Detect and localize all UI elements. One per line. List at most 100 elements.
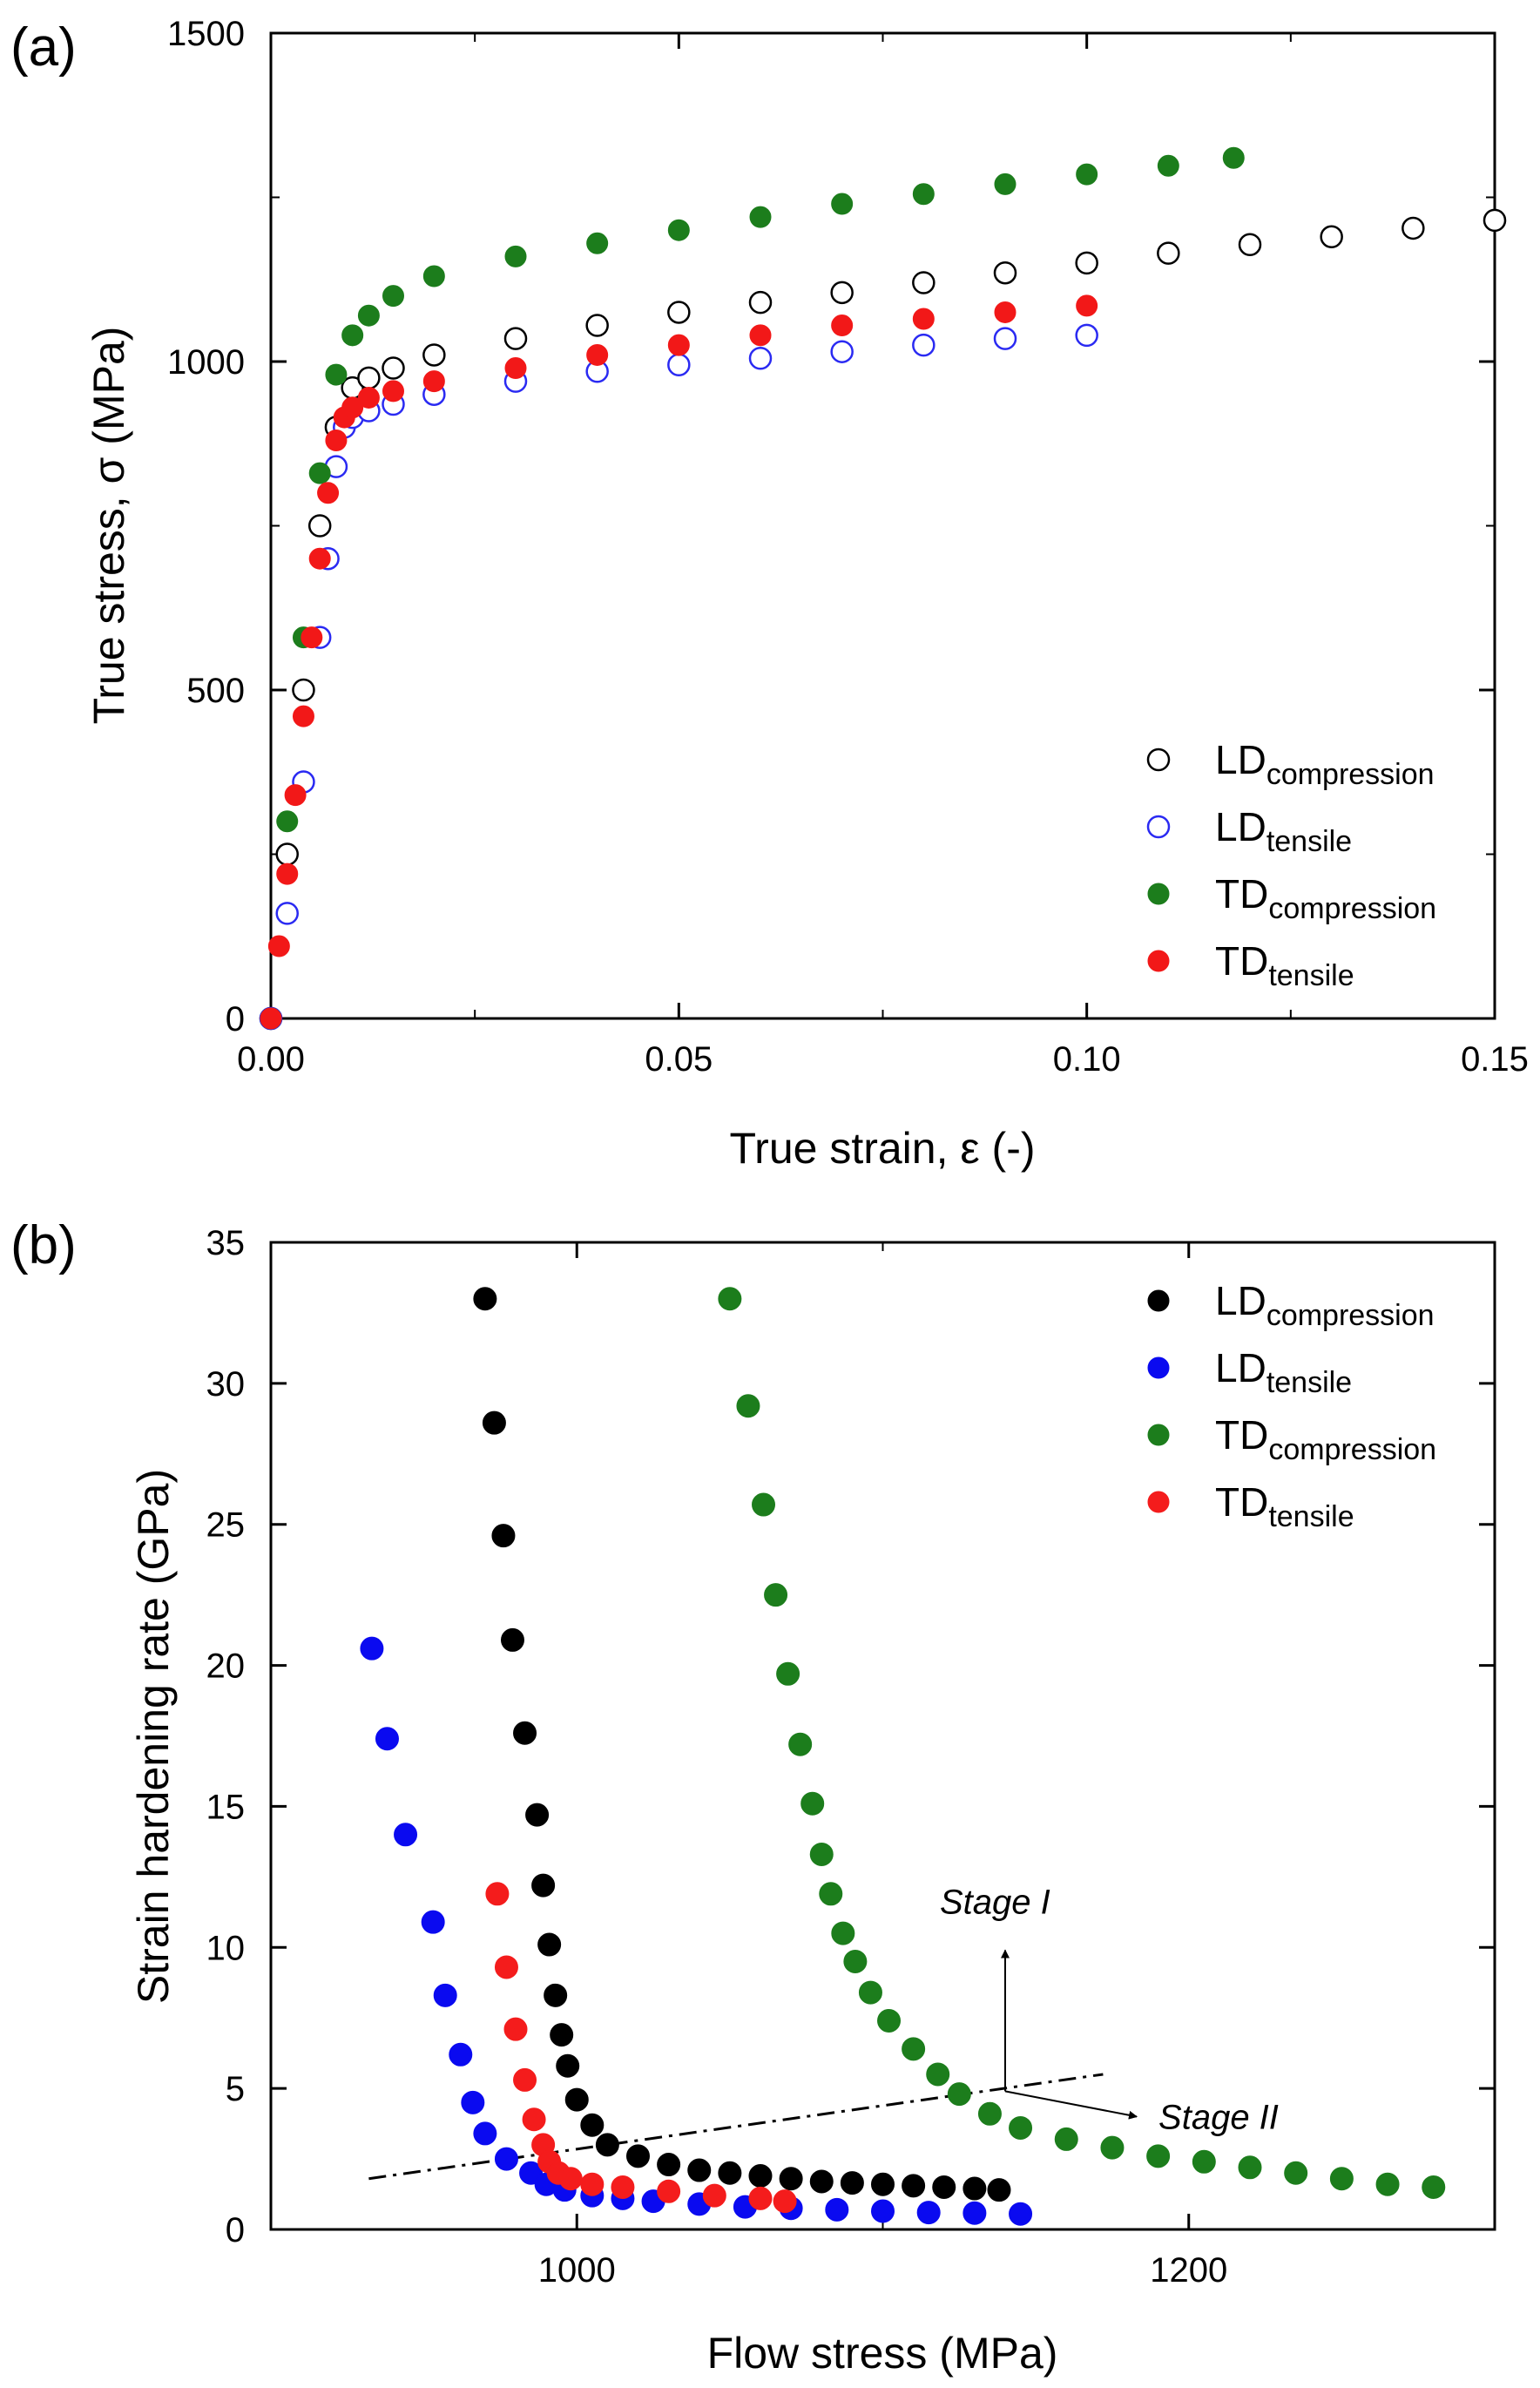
x-tick-label: 0.00	[237, 1040, 305, 1079]
series-ld_tens	[259, 323, 1098, 1031]
data-point-ld_comp	[912, 271, 935, 294]
legend-marker-ld_comp	[1146, 748, 1171, 772]
data-point-ld_comp	[1483, 208, 1507, 233]
data-point-td_comp	[357, 304, 380, 327]
data-point-ld_tens	[461, 2090, 485, 2114]
data-point-ld_comp	[687, 2158, 712, 2182]
series-ld_comp	[473, 1287, 1011, 2202]
data-point-td_comp	[1100, 2135, 1125, 2160]
data-point-td_tens	[292, 705, 314, 727]
data-point-td_comp	[667, 219, 690, 241]
data-point-ld_comp	[382, 356, 405, 380]
data-point-td_comp	[776, 1661, 800, 1686]
legend-marker-ld_comp	[1147, 1289, 1170, 1312]
data-point-td_comp	[800, 1791, 825, 1816]
data-point-ld_comp	[307, 514, 332, 538]
data-point-ld_comp	[503, 327, 528, 350]
panel-a-frame	[269, 31, 1496, 1020]
data-point-ld_comp	[871, 2172, 895, 2196]
data-point-ld_comp	[1320, 225, 1343, 248]
x-tick-label: 0.05	[645, 1040, 713, 1079]
data-point-td_comp	[504, 245, 527, 267]
data-point-ld_tens	[667, 353, 691, 377]
data-point-ld_comp	[292, 678, 315, 702]
y-tick-label: 25	[206, 1506, 246, 1545]
data-point-ld_comp	[580, 2113, 605, 2137]
data-point-td_tens	[773, 2189, 797, 2214]
data-point-ld_tens	[1075, 323, 1098, 348]
data-point-ld_comp	[564, 2087, 589, 2112]
data-point-td_tens	[586, 343, 609, 366]
data-point-td_comp	[1192, 2149, 1216, 2174]
data-point-ld_comp	[667, 301, 691, 324]
data-point-ld_comp	[1157, 241, 1180, 265]
data-point-ld_tens	[962, 2201, 987, 2225]
data-point-td_comp	[382, 285, 404, 308]
panel-b-axis-ticks: 1000 1200 0 5 10 15 20 25 30 35	[206, 1224, 1496, 2290]
y-tick-label: 500	[186, 672, 245, 710]
data-point-td_comp	[764, 1583, 788, 1607]
series-td_tens	[260, 294, 1098, 1030]
data-point-ld_comp	[809, 2169, 834, 2194]
y-tick-label: 15	[206, 1788, 246, 1826]
data-point-td_comp	[325, 363, 348, 386]
panel-b-y-axis-label: Strain hardening rate (GPa)	[129, 1469, 178, 2004]
data-point-ld_comp	[513, 1721, 537, 1745]
data-point-td_comp	[902, 2037, 926, 2061]
data-point-td_comp	[831, 1921, 855, 1945]
data-point-td_tens	[357, 386, 380, 409]
stage-boundary-line	[368, 2073, 1104, 2181]
data-point-ld_comp	[473, 1287, 497, 1311]
data-point-td_tens	[912, 308, 935, 330]
data-point-td_tens	[284, 784, 307, 807]
data-point-td_tens	[494, 1955, 518, 1979]
data-point-ld_tens	[275, 902, 299, 925]
data-point-td_comp	[1222, 146, 1245, 169]
data-point-td_tens	[260, 1007, 282, 1030]
data-point-td_comp	[276, 810, 299, 833]
data-point-td_comp	[809, 1842, 834, 1866]
data-point-td_comp	[994, 173, 1017, 195]
data-point-ld_comp	[840, 2171, 864, 2195]
y-tick-label: 20	[206, 1647, 246, 1686]
data-point-td_tens	[301, 626, 323, 649]
x-tick-label: 0.15	[1461, 1040, 1529, 1079]
data-point-td_tens	[325, 429, 348, 451]
data-point-td_tens	[522, 2107, 546, 2132]
panel-b-x-axis-label: Flow stress (MPa)	[707, 2329, 1058, 2378]
legend-label-ld_comp: LDcompression	[1215, 1278, 1435, 1332]
data-point-td_tens	[504, 357, 527, 380]
legend-label-ld_tens: LDtensile	[1215, 804, 1352, 858]
data-point-ld_tens	[830, 340, 854, 363]
data-point-ld_comp	[748, 290, 773, 315]
data-point-td_comp	[831, 193, 854, 215]
data-point-ld_comp	[718, 2161, 742, 2185]
data-point-td_comp	[877, 2008, 902, 2033]
data-point-ld_comp	[1402, 216, 1425, 240]
data-point-td_tens	[749, 324, 772, 347]
data-point-td_tens	[422, 370, 445, 393]
data-point-td_tens	[485, 1882, 510, 1906]
data-point-ld_tens	[993, 327, 1017, 350]
series-td_tens	[485, 1882, 797, 2214]
data-point-ld_comp	[987, 2178, 1011, 2202]
data-point-ld_comp	[657, 2153, 681, 2177]
data-point-ld_comp	[595, 2133, 619, 2157]
data-point-td_comp	[736, 1394, 760, 1418]
data-point-ld_tens	[473, 2121, 497, 2146]
series-td_comp	[718, 1287, 1446, 2199]
y-tick-label: 5	[226, 2070, 245, 2108]
legend-marker-td_tens	[1147, 1491, 1170, 1513]
y-tick-label: 1500	[167, 15, 245, 53]
data-point-td_tens	[702, 2183, 726, 2208]
panel-a-label: (a)	[10, 17, 77, 78]
legend-label-ld_comp: LDcompression	[1215, 737, 1435, 791]
data-point-td_comp	[1329, 2167, 1354, 2191]
data-point-td_comp	[1054, 2127, 1078, 2151]
data-point-ld_tens	[449, 2042, 473, 2067]
data-point-ld_comp	[585, 314, 609, 337]
data-point-td_comp	[947, 2082, 971, 2107]
data-point-ld_comp	[1075, 251, 1098, 275]
data-point-td_comp	[1157, 154, 1179, 177]
